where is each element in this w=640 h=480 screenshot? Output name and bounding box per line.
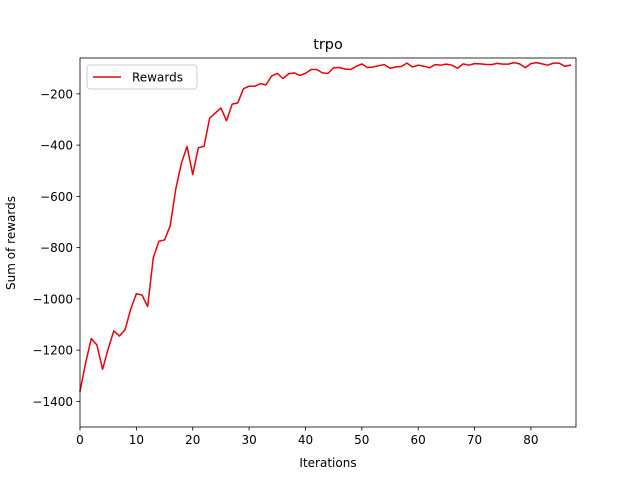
x-tick-label: 0 xyxy=(76,433,84,447)
x-tick-label: 40 xyxy=(298,433,313,447)
y-tick-label: −800 xyxy=(40,241,73,255)
plot-frame xyxy=(79,57,577,428)
x-tick-label: 70 xyxy=(467,433,482,447)
plot-area xyxy=(79,57,577,428)
chart-title: trpo xyxy=(313,37,343,53)
legend-label: Rewards xyxy=(132,71,183,85)
x-axis: 0 10 20 30 40 50 60 70 80 xyxy=(76,427,539,447)
y-tick-label: −1400 xyxy=(32,395,73,409)
x-axis-title: Iterations xyxy=(299,456,356,470)
x-tick-label: 60 xyxy=(411,433,426,447)
legend-box xyxy=(86,64,198,90)
y-tick-label: −1000 xyxy=(32,292,73,306)
y-axis-title: Sum of rewards xyxy=(4,196,18,290)
x-tick-label: 30 xyxy=(241,433,256,447)
y-tick-label: −400 xyxy=(40,139,73,153)
x-tick-label: 10 xyxy=(129,433,144,447)
x-tick-label: 50 xyxy=(354,433,369,447)
x-tick-label: 80 xyxy=(523,433,538,447)
y-tick-label: −200 xyxy=(40,87,73,101)
x-tick-label: 20 xyxy=(185,433,200,447)
y-tick-label: −600 xyxy=(40,190,73,204)
y-axis: −1400 −1200 −1000 −800 −600 −400 −200 xyxy=(32,87,80,409)
legend: Rewards xyxy=(86,64,198,90)
series-line-0 xyxy=(79,61,572,393)
y-tick-label: −1200 xyxy=(32,344,73,358)
